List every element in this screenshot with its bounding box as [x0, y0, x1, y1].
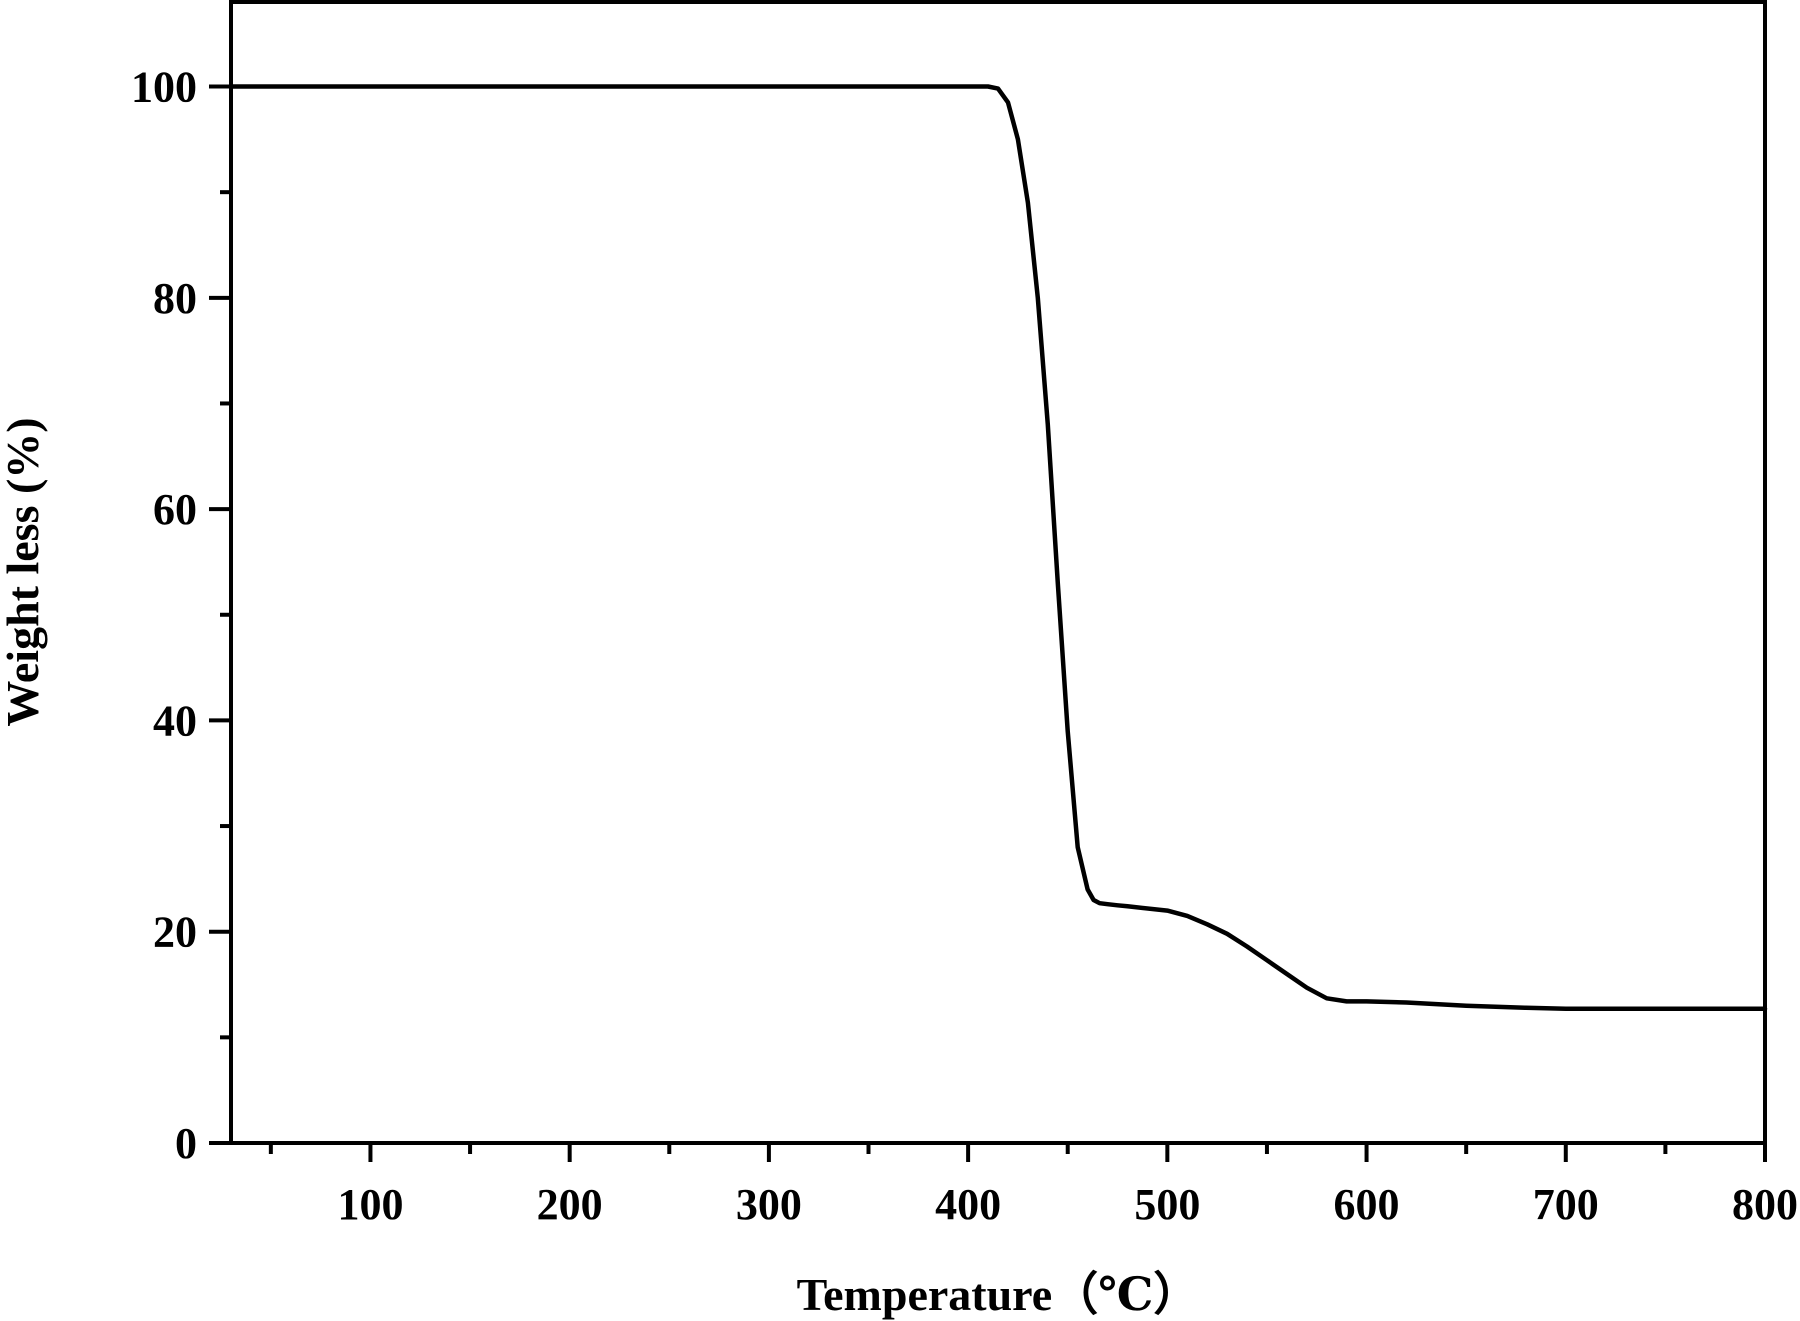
plot-frame: [229, 0, 1767, 1145]
x-axis-title: Temperature（℃）: [797, 1269, 1200, 1320]
weight-curve: [228, 84, 1768, 1012]
y-tick-label-100: 100: [131, 63, 197, 112]
y-tick-label-60: 60: [153, 485, 197, 534]
x-tick-label-300: 300: [736, 1180, 802, 1229]
x-tick-label-500: 500: [1134, 1180, 1200, 1229]
x-tick-label-700: 700: [1533, 1180, 1599, 1229]
x-tick-label-600: 600: [1334, 1180, 1400, 1229]
y-axis: 0 20 40 60 80 100: [131, 63, 231, 1168]
y-tick-label-0: 0: [175, 1119, 197, 1168]
x-tick-label-100: 100: [337, 1180, 403, 1229]
y-tick-label-80: 80: [153, 274, 197, 323]
y-tick-label-20: 20: [153, 908, 197, 957]
x-axis: 100 200 300 400 500 600 700 800: [268, 1143, 1798, 1229]
y-axis-title: Weight less (%): [0, 417, 48, 726]
x-tick-label-400: 400: [935, 1180, 1001, 1229]
x-tick-label-200: 200: [537, 1180, 603, 1229]
y-tick-label-40: 40: [153, 696, 197, 745]
x-tick-label-800: 800: [1732, 1180, 1798, 1229]
